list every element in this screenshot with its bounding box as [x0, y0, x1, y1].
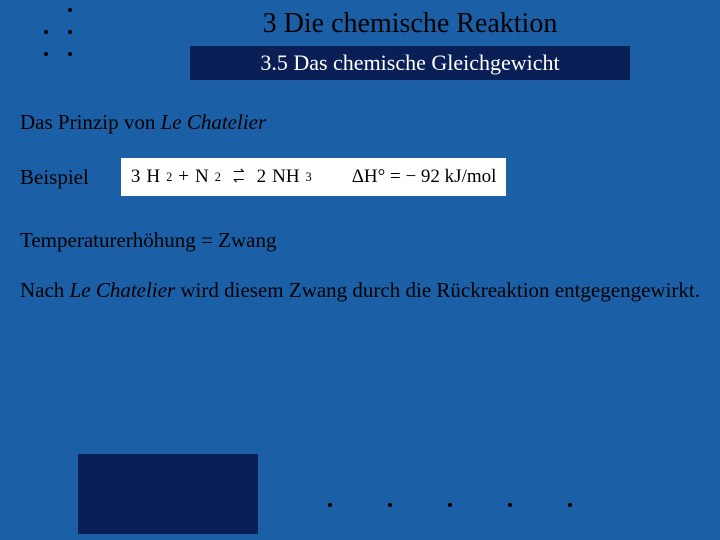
decor-dots-top-left	[44, 8, 100, 64]
example-label: Beispiel	[20, 163, 89, 191]
conclusion-rest: wird diesem Zwang durch die Rückreaktion…	[175, 278, 700, 302]
eq-lhs2-sym: N	[195, 164, 209, 190]
eq-lhs1-coef: 3	[131, 164, 141, 190]
decor-dots-bottom	[300, 490, 600, 520]
eq-lhs2-sub: 2	[215, 169, 221, 186]
conclusion-prefix: Nach	[20, 278, 70, 302]
conclusion-name: Le Chatelier	[70, 278, 176, 302]
slide: 3 Die chemische Reaktion 3.5 Das chemisc…	[0, 0, 720, 540]
principle-prefix: Das Prinzip von	[20, 110, 161, 134]
eq-delta-h: ΔH° = − 92 kJ/mol	[352, 164, 497, 190]
eq-lhs1-sym: H	[146, 164, 160, 190]
equilibrium-arrows-icon: ⇀↽	[233, 169, 245, 184]
eq-rhs-sub: 3	[306, 169, 312, 186]
principle-name: Le Chatelier	[161, 110, 267, 134]
header: 3 Die chemische Reaktion 3.5 Das chemisc…	[100, 0, 720, 90]
chapter-title: 3 Die chemische Reaktion	[100, 8, 720, 40]
eq-rhs-sym: NH	[272, 164, 299, 190]
section-subtitle: 3.5 Das chemische Gleichgewicht	[198, 50, 622, 76]
subtitle-bar: 3.5 Das chemische Gleichgewicht	[190, 46, 630, 80]
temperature-line: Temperaturerhöhung = Zwang	[20, 226, 700, 254]
decor-bottom-block	[78, 454, 258, 534]
content: Das Prinzip von Le Chatelier Beispiel 3 …	[20, 108, 700, 327]
eq-lhs1-sub: 2	[166, 169, 172, 186]
example-row: Beispiel 3 H2 + N2 ⇀↽ 2 NH3 ΔH° = − 92 k…	[20, 158, 700, 196]
conclusion-line: Nach Le Chatelier wird diesem Zwang durc…	[20, 276, 700, 304]
principle-line: Das Prinzip von Le Chatelier	[20, 108, 700, 136]
eq-plus: +	[178, 164, 189, 190]
equation-box: 3 H2 + N2 ⇀↽ 2 NH3 ΔH° = − 92 kJ/mol	[121, 158, 507, 196]
eq-rhs-coef: 2	[257, 164, 267, 190]
